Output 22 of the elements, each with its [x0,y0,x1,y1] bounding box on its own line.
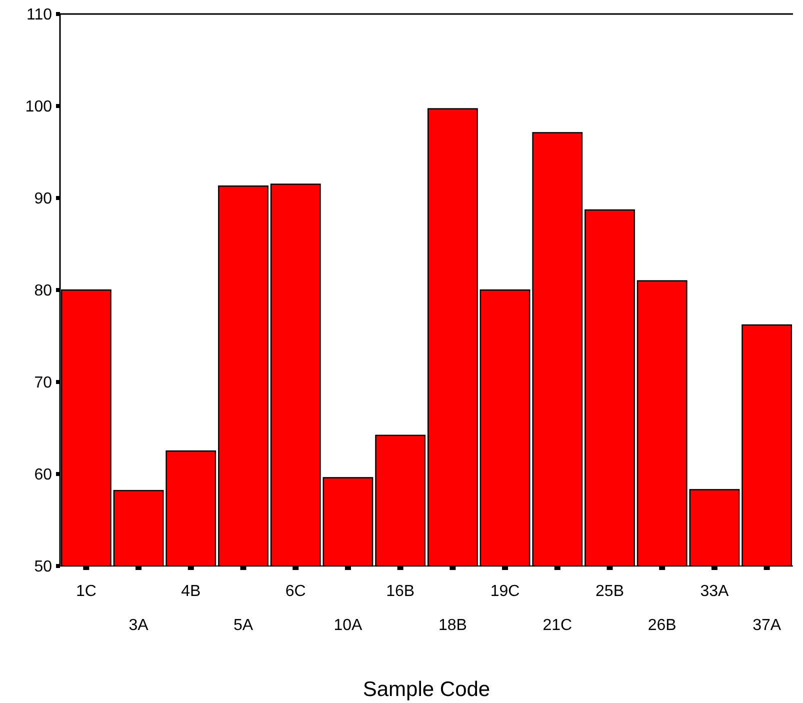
y-tick-label: 50 [34,558,52,576]
x-tick-label: 4B [181,583,201,600]
x-tick-label: 5A [233,617,254,634]
x-tick-label: 16B [386,583,415,600]
x-tick-label: 10A [334,617,363,634]
y-tick-label: 90 [34,190,52,208]
x-tick-label: 19C [490,583,520,600]
x-tick-label: 3A [128,617,149,634]
y-tick-label: 80 [34,282,52,300]
x-tick-label: 25B [596,583,624,600]
y-tick-label: 110 [26,6,52,24]
y-tick-label: 60 [34,466,52,484]
x-tick-label: 6C [285,583,306,600]
x-tick-label: 33A [700,583,730,600]
x-tick-label: 21C [542,617,572,634]
y-tick-label: 100 [25,98,52,116]
x-tick-label: 18B [438,617,467,634]
x-axis-title: Sample Code [362,678,490,701]
x-tick-label: 26B [648,617,676,634]
x-tick-label: 1C [76,583,96,600]
y-tick-label: 70 [34,374,52,392]
x-tick-label: 37A [752,617,782,634]
